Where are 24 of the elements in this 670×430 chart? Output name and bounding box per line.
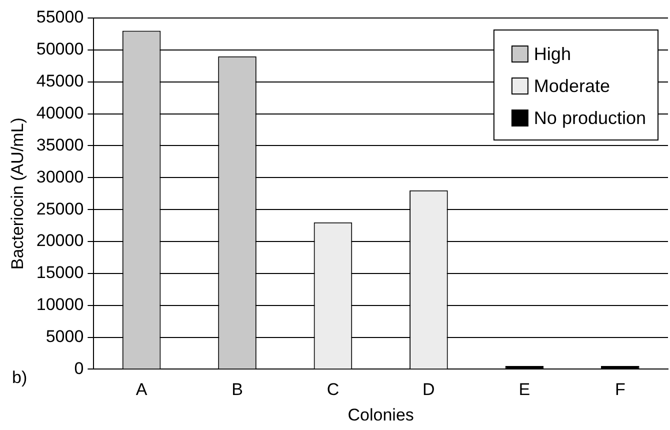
x-tick-label: C xyxy=(326,380,340,400)
legend-label: No production xyxy=(534,108,646,128)
x-tick-label: D xyxy=(422,380,435,400)
x-tick-label: B xyxy=(232,380,243,400)
y-tick-label: 20000 xyxy=(36,231,84,250)
y-tick-label: 40000 xyxy=(36,103,84,122)
y-tick-label: 55000 xyxy=(36,8,84,27)
y-tick-label: 5000 xyxy=(46,326,84,346)
y-tick-label: 15000 xyxy=(36,263,84,282)
x-tick-label: F xyxy=(614,380,626,400)
x-tick-label: E xyxy=(518,380,530,400)
legend-label: High xyxy=(534,44,571,64)
y-tick-label: 35000 xyxy=(36,135,84,154)
y-tick-label: 45000 xyxy=(36,72,84,91)
x-axis-title: Colonies xyxy=(348,405,414,424)
y-tick-label: 50000 xyxy=(36,40,84,59)
text: b) xyxy=(12,368,28,388)
y-tick-label: 0 xyxy=(74,358,84,378)
y-tick-label: 10000 xyxy=(36,295,84,314)
x-tick-label: A xyxy=(136,380,148,400)
y-tick-label: 25000 xyxy=(36,199,84,218)
legend-label: Moderate xyxy=(534,76,610,96)
y-tick-label: 30000 xyxy=(36,167,84,186)
y-axis-title: Bacteriocin (AU/mL) xyxy=(8,118,27,270)
